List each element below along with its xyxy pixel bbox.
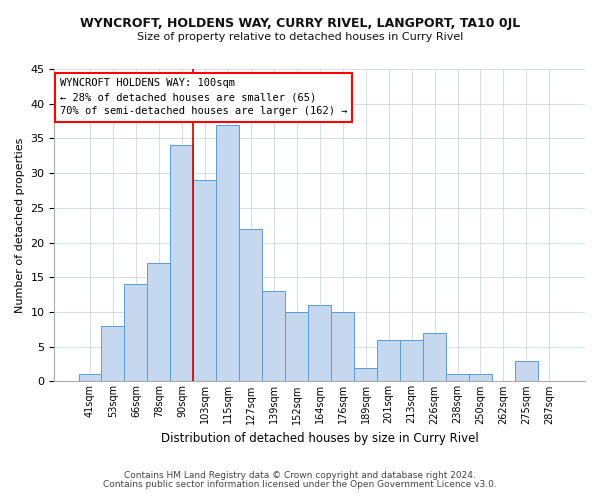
Text: Size of property relative to detached houses in Curry Rivel: Size of property relative to detached ho… [137, 32, 463, 42]
Bar [423, 333, 446, 382]
Bar [515, 360, 538, 382]
Bar [217, 124, 239, 382]
Bar [193, 180, 217, 382]
Text: WYNCROFT, HOLDENS WAY, CURRY RIVEL, LANGPORT, TA10 0JL: WYNCROFT, HOLDENS WAY, CURRY RIVEL, LANG… [80, 18, 520, 30]
Bar [377, 340, 400, 382]
Bar [469, 374, 492, 382]
Text: Contains HM Land Registry data © Crown copyright and database right 2024.: Contains HM Land Registry data © Crown c… [124, 471, 476, 480]
Text: Contains public sector information licensed under the Open Government Licence v3: Contains public sector information licen… [103, 480, 497, 489]
Bar [170, 146, 193, 382]
Bar [124, 284, 148, 382]
Bar [446, 374, 469, 382]
Bar [262, 291, 285, 382]
Bar [239, 228, 262, 382]
Text: WYNCROFT HOLDENS WAY: 100sqm
← 28% of detached houses are smaller (65)
70% of se: WYNCROFT HOLDENS WAY: 100sqm ← 28% of de… [60, 78, 347, 116]
Bar [354, 368, 377, 382]
Bar [148, 264, 170, 382]
Bar [101, 326, 124, 382]
Bar [400, 340, 423, 382]
Bar [79, 374, 101, 382]
X-axis label: Distribution of detached houses by size in Curry Rivel: Distribution of detached houses by size … [161, 432, 479, 445]
Bar [308, 305, 331, 382]
Bar [331, 312, 354, 382]
Y-axis label: Number of detached properties: Number of detached properties [15, 138, 25, 313]
Bar [285, 312, 308, 382]
